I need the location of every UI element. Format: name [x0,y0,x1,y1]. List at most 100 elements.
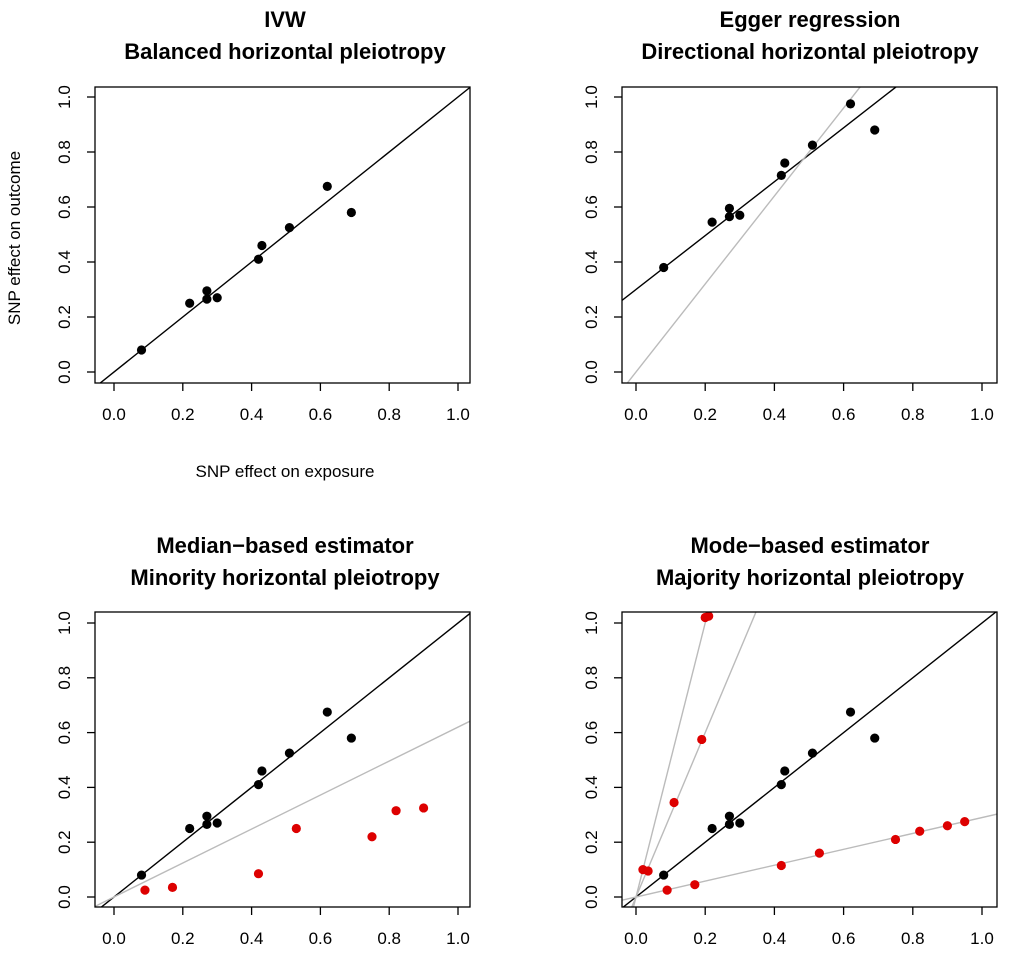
y-tick-label: 0.2 [582,305,601,329]
panel-title: Egger regression Directional horizontal p… [641,7,979,64]
invalid-instrument-point [697,734,707,745]
x-tick-label: 0.6 [832,929,856,948]
data-point [707,823,717,834]
x-tick-label: 0.0 [102,929,126,948]
x-tick-label: 1.0 [446,929,470,948]
x-tick-label: 1.0 [446,405,470,424]
data-point [136,345,147,355]
plot-frame [621,611,998,908]
y-axis-label: SNP effect on outcome [5,151,24,325]
invalid-instrument-point [776,860,786,871]
plot-area [622,612,997,907]
invalid-instrument-point [704,612,714,621]
y-tick-label: 1.0 [55,85,74,109]
panel-title-line: Egger regression [720,7,901,32]
data-point [807,748,818,758]
invalid-instrument-point [643,866,653,876]
y-tick-label: 0.4 [55,776,74,800]
data-point [202,294,212,304]
reference-line [622,813,997,901]
panel-title-line: Majority horizontal pleiotropy [656,565,965,590]
data-point [253,254,264,264]
fitted-line [99,87,470,383]
x-tick-label: 0.8 [901,405,925,424]
plot-area [622,87,898,383]
x-tick-label: 0.8 [901,929,925,948]
y-tick-label: 1.0 [582,85,601,109]
data-point [724,203,735,213]
y-tick-label: 0.8 [55,140,74,164]
y-tick-label: 1.0 [582,611,601,635]
panel-4: Mode−based estimator Majority horizontal … [582,533,998,948]
fitted-line [622,612,997,907]
data-point [659,870,669,880]
x-tick-label: 0.4 [763,405,787,424]
invalid-instrument-point [253,869,264,879]
y-tick-label: 0.0 [55,360,74,384]
y-tick-label: 0.6 [55,195,74,219]
panel-title: Median−based estimator Minority horizonta… [130,533,440,590]
data-point [257,240,267,251]
data-point [202,811,212,821]
x-tick-label: 0.8 [377,405,401,424]
plot-frame [94,611,471,908]
reference-line [626,87,862,383]
data-point [776,170,786,180]
y-tick-label: 0.0 [55,885,74,909]
y-tick-label: 0.4 [582,250,601,274]
x-tick-label: 0.2 [693,929,717,948]
x-tick-label: 0.0 [624,929,648,948]
data-point [136,870,147,880]
fitted-line [100,612,470,907]
data-point [724,811,735,821]
invalid-instrument-point [662,885,672,895]
x-tick-label: 0.0 [624,405,648,424]
y-tick-label: 0.2 [55,305,74,329]
y-tick-label: 0.6 [582,721,601,745]
data-point [724,212,735,222]
x-tick-label: 1.0 [970,405,994,424]
invalid-instrument-point [391,806,401,816]
invalid-instrument-point [814,848,824,858]
x-tick-label: 0.4 [240,405,264,424]
y-tick-label: 0.0 [582,885,601,909]
data-point [659,262,669,273]
data-point [845,707,856,717]
invalid-instrument-point [690,880,700,890]
reference-line [632,612,709,907]
invalid-instrument-point [960,817,970,827]
reference-line [95,720,470,907]
x-tick-label: 0.4 [763,929,787,948]
x-tick-label: 0.2 [693,405,717,424]
y-tick-label: 0.4 [55,250,74,274]
panel-title-line: IVW [264,7,306,32]
data-point [724,819,735,829]
panel-title-line: Median−based estimator [156,533,414,558]
data-point [212,293,222,303]
invalid-instrument-point [669,797,679,808]
data-point [735,818,745,828]
y-tick-label: 0.0 [582,360,601,384]
data-point [776,780,786,790]
panel-title-line: Balanced horizontal pleiotropy [124,39,446,64]
panel-title-line: Directional horizontal pleiotropy [641,39,979,64]
y-tick-label: 0.4 [582,776,601,800]
data-point [322,181,332,191]
data-point [185,823,195,834]
panel-title-line: Minority horizontal pleiotropy [130,565,440,590]
plot-frame [621,86,998,384]
invalid-instrument-point [890,834,901,845]
x-tick-label: 0.0 [102,405,126,424]
y-tick-label: 0.6 [582,195,601,219]
fitted-line [622,87,898,302]
y-tick-label: 0.8 [582,666,601,690]
data-point [202,819,212,829]
y-tick-label: 0.8 [55,666,74,690]
x-tick-label: 0.6 [309,929,333,948]
data-point [845,99,856,109]
plot-area [95,612,470,907]
data-point [253,780,264,790]
y-tick-label: 0.6 [55,721,74,745]
panel-title: Mode−based estimator Majority horizontal … [656,533,965,590]
data-point [735,210,745,220]
